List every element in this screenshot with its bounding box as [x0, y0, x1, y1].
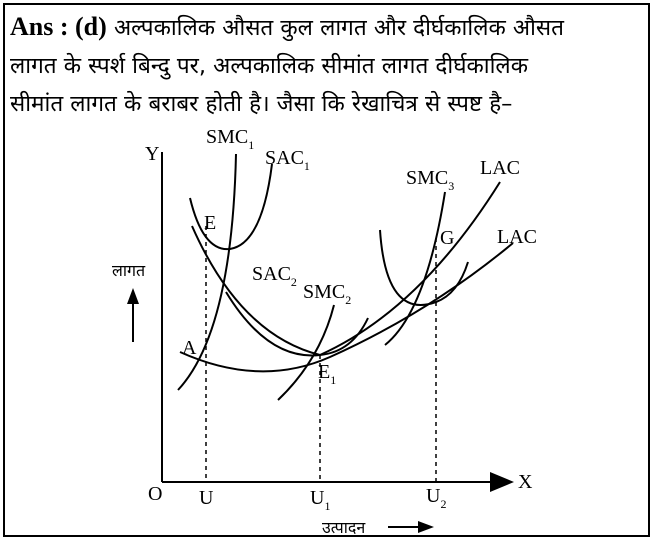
tick-u-label: U: [199, 487, 214, 509]
lac-upper-curve: [191, 181, 501, 357]
sac2-curve: [225, 291, 369, 357]
lac-lower-label: LAC: [497, 226, 537, 248]
y-axis-letter: Y: [145, 143, 159, 165]
smc2-label: SMC2: [303, 281, 351, 307]
answer-text: Ans : (d) अल्पकालिक औसत कुल लागत और दीर्…: [10, 8, 646, 123]
point-e1-label: E1: [318, 361, 336, 387]
origin-label: O: [148, 483, 162, 505]
tick-u1-label: U1: [310, 487, 330, 513]
answer-line-1: अल्पकालिक औसत कुल लागत और दीर्घकालिक औसत: [106, 15, 564, 41]
sac1-label: SAC1: [265, 147, 310, 173]
answer-label: Ans : (d): [10, 12, 107, 41]
y-axis-caption: लागत: [112, 261, 146, 280]
smc1-curve: [177, 153, 237, 391]
sac1-curve: [189, 163, 273, 251]
smc2-curve: [277, 304, 335, 401]
sac2-label: SAC2: [252, 263, 297, 289]
sac3-curve: [379, 229, 469, 306]
lac-lower-curve: [179, 242, 514, 373]
point-e-label: E: [204, 212, 216, 234]
smc3-label: SMC3: [406, 167, 454, 193]
smc3-curve: [384, 191, 446, 346]
answer-line-3: सीमांत लागत के बराबर होती है। जैसा कि रे…: [10, 91, 513, 117]
point-a-label: A: [182, 337, 197, 359]
x-axis-letter: X: [518, 471, 533, 493]
answer-line-2: लागत के स्पर्श बिन्दु पर, अल्पकालिक सीमा…: [10, 53, 528, 79]
x-caption-arrowhead: [418, 521, 434, 533]
tick-u2-label: U2: [426, 485, 446, 511]
y-caption-arrowhead: [127, 288, 139, 304]
x-axis-caption: उत्पादन: [322, 518, 366, 537]
answer-box: [3, 3, 650, 537]
point-g-label: G: [440, 227, 454, 249]
smc1-label: SMC1: [206, 126, 254, 152]
lac-upper-label: LAC: [480, 157, 520, 179]
